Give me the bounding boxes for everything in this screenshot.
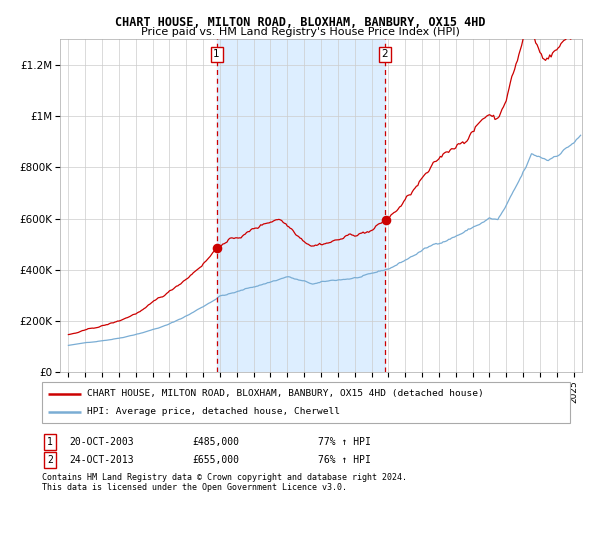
- Point: [381, 216, 391, 225]
- Text: 20-OCT-2003: 20-OCT-2003: [69, 437, 134, 447]
- Text: £655,000: £655,000: [192, 455, 239, 465]
- Text: Price paid vs. HM Land Registry's House Price Index (HPI): Price paid vs. HM Land Registry's House …: [140, 27, 460, 37]
- Text: 1: 1: [213, 49, 220, 59]
- Text: 76% ↑ HPI: 76% ↑ HPI: [318, 455, 371, 465]
- Text: HPI: Average price, detached house, Cherwell: HPI: Average price, detached house, Cher…: [87, 407, 340, 416]
- Point: [212, 244, 222, 253]
- Bar: [217, 39, 385, 372]
- Text: Contains HM Land Registry data © Crown copyright and database right 2024.: Contains HM Land Registry data © Crown c…: [42, 473, 407, 482]
- Text: CHART HOUSE, MILTON ROAD, BLOXHAM, BANBURY, OX15 4HD (detached house): CHART HOUSE, MILTON ROAD, BLOXHAM, BANBU…: [87, 389, 484, 398]
- Text: £485,000: £485,000: [192, 437, 239, 447]
- Text: 77% ↑ HPI: 77% ↑ HPI: [318, 437, 371, 447]
- Text: 24-OCT-2013: 24-OCT-2013: [69, 455, 134, 465]
- Text: CHART HOUSE, MILTON ROAD, BLOXHAM, BANBURY, OX15 4HD: CHART HOUSE, MILTON ROAD, BLOXHAM, BANBU…: [115, 16, 485, 29]
- Text: 1: 1: [47, 437, 53, 447]
- Text: This data is licensed under the Open Government Licence v3.0.: This data is licensed under the Open Gov…: [42, 483, 347, 492]
- Text: 2: 2: [382, 49, 388, 59]
- Text: 2: 2: [47, 455, 53, 465]
